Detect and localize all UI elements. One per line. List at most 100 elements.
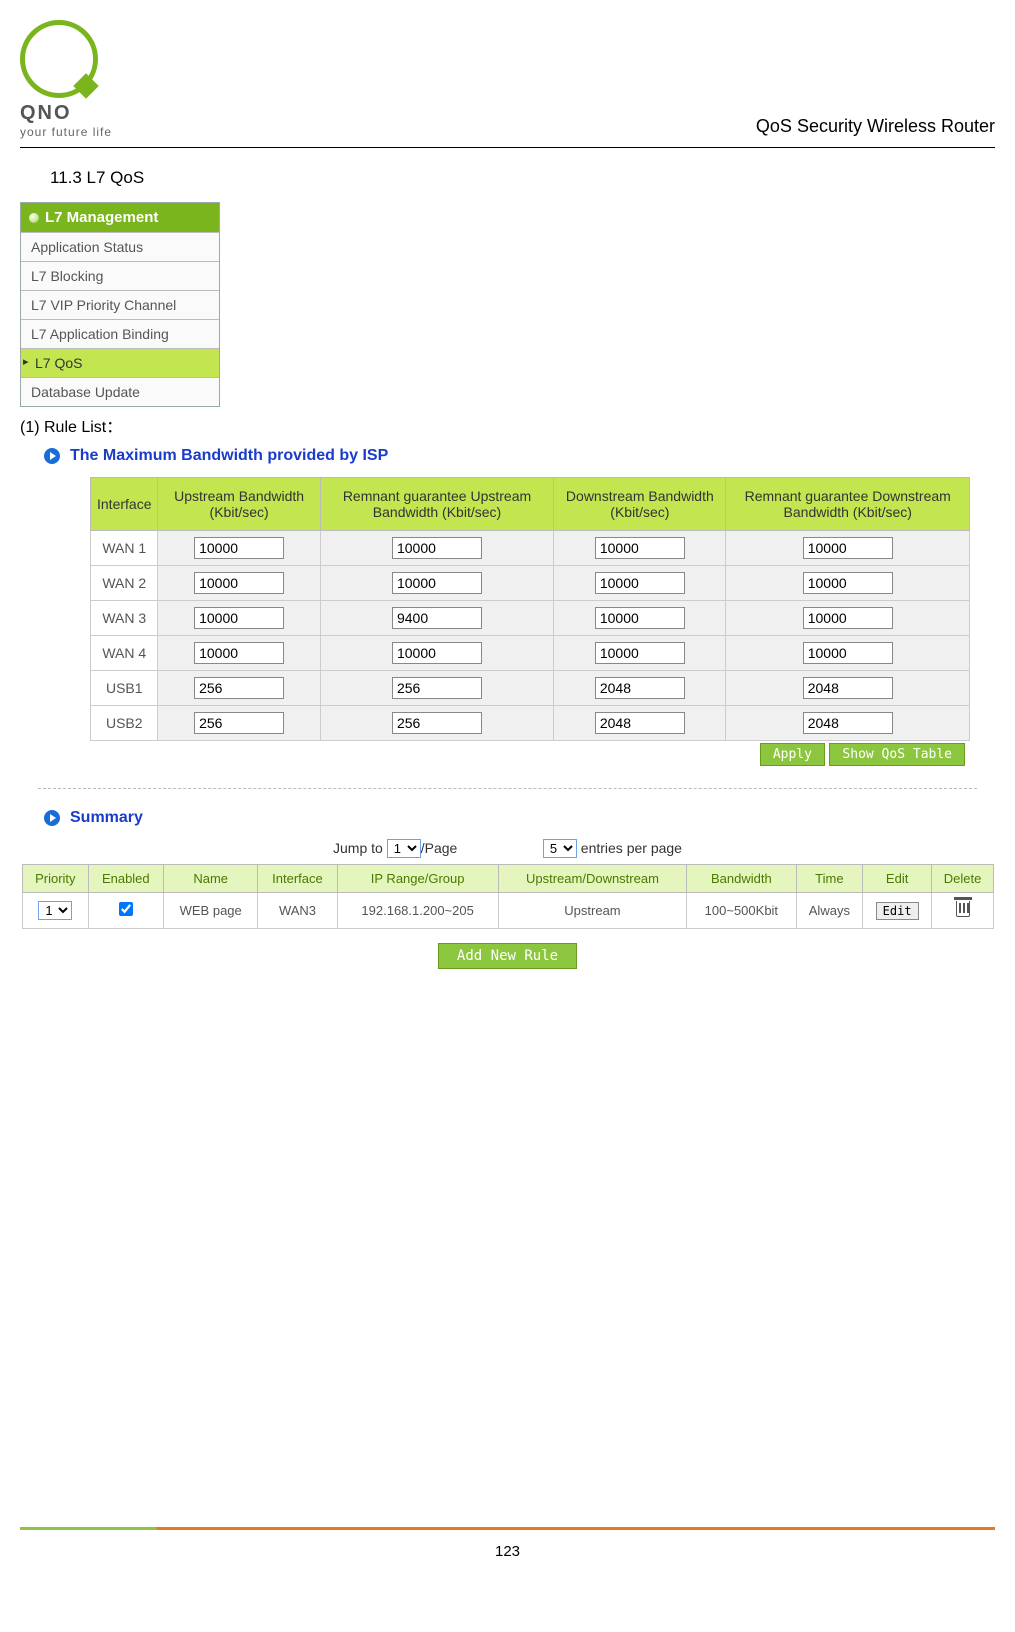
table-header: IP Range/Group xyxy=(337,865,498,893)
divider xyxy=(38,788,977,789)
cell-value xyxy=(320,706,554,741)
entries-label: entries per page xyxy=(581,840,682,856)
cell-value xyxy=(158,671,320,706)
table-header: Interface xyxy=(91,478,158,531)
add-rule-button[interactable]: Add New Rule xyxy=(438,943,577,969)
menu-item[interactable]: Database Update xyxy=(21,377,219,406)
menu-item[interactable]: L7 VIP Priority Channel xyxy=(21,290,219,319)
bandwidth-input[interactable] xyxy=(194,607,284,629)
logo-subtitle: your future life xyxy=(20,125,112,139)
bandwidth-input[interactable] xyxy=(803,712,893,734)
logo-text: QNO xyxy=(20,102,72,125)
bandwidth-input[interactable] xyxy=(803,607,893,629)
menu-bullet-icon xyxy=(29,213,39,223)
arrow-icon xyxy=(44,810,60,826)
menu-item[interactable]: L7 QoS xyxy=(21,348,219,377)
menu-item[interactable]: L7 Application Binding xyxy=(21,319,219,348)
logo: QNO your future life xyxy=(20,20,112,139)
delete-icon[interactable] xyxy=(956,901,970,917)
cell-time: Always xyxy=(796,893,863,929)
cell-value xyxy=(554,531,726,566)
panel-summary-title-row: Summary xyxy=(44,809,995,827)
jump-page-select[interactable]: 1 xyxy=(387,839,421,858)
cell-interface: WAN3 xyxy=(258,893,337,929)
table-header: Enabled xyxy=(88,865,163,893)
menu-item[interactable]: L7 Blocking xyxy=(21,261,219,290)
table-header: Upstream/Downstream xyxy=(498,865,686,893)
cell-value xyxy=(554,706,726,741)
bandwidth-input[interactable] xyxy=(595,572,685,594)
panel-summary-title: Summary xyxy=(70,809,143,827)
menu-item[interactable]: Application Status xyxy=(21,232,219,261)
entries-select[interactable]: 5 xyxy=(543,839,577,858)
jump-label-pre: Jump to xyxy=(333,840,383,856)
bandwidth-input[interactable] xyxy=(194,642,284,664)
table-header: Remnant guarantee Downstream Bandwidth (… xyxy=(726,478,970,531)
bandwidth-input[interactable] xyxy=(194,537,284,559)
cell-value xyxy=(726,531,970,566)
table-row: USB1 xyxy=(91,671,970,706)
cell-value xyxy=(554,671,726,706)
bandwidth-table: InterfaceUpstream Bandwidth (Kbit/sec)Re… xyxy=(90,477,970,741)
bandwidth-input[interactable] xyxy=(392,712,482,734)
cell-value xyxy=(158,601,320,636)
cell-value xyxy=(320,531,554,566)
panel-isp-title-row: The Maximum Bandwidth provided by ISP xyxy=(44,447,995,465)
table-row: WAN 1 xyxy=(91,531,970,566)
cell-value xyxy=(158,566,320,601)
bandwidth-input[interactable] xyxy=(803,642,893,664)
bandwidth-input[interactable] xyxy=(803,572,893,594)
table-header: Upstream Bandwidth (Kbit/sec) xyxy=(158,478,320,531)
section-heading: 11.3 L7 QoS xyxy=(50,168,995,188)
table-header: Delete xyxy=(932,865,994,893)
cell-interface: WAN 3 xyxy=(91,601,158,636)
bandwidth-input[interactable] xyxy=(595,607,685,629)
show-qos-button[interactable]: Show QoS Table xyxy=(829,743,965,766)
cell-value xyxy=(554,566,726,601)
cell-ip-range: 192.168.1.200~205 xyxy=(337,893,498,929)
jump-label-post: /Page xyxy=(421,840,458,856)
bandwidth-input[interactable] xyxy=(392,572,482,594)
document-title: QoS Security Wireless Router xyxy=(756,116,995,137)
apply-button[interactable]: Apply xyxy=(760,743,825,766)
cell-value xyxy=(320,671,554,706)
cell-value xyxy=(726,601,970,636)
bandwidth-input[interactable] xyxy=(803,537,893,559)
bandwidth-input[interactable] xyxy=(595,712,685,734)
arrow-icon xyxy=(44,448,60,464)
edit-button[interactable]: Edit xyxy=(876,902,919,920)
rule-list-label: (1) Rule List： xyxy=(20,413,995,437)
cell-value xyxy=(158,636,320,671)
cell-interface: USB2 xyxy=(91,706,158,741)
table-header: Remnant guarantee Upstream Bandwidth (Kb… xyxy=(320,478,554,531)
bandwidth-input[interactable] xyxy=(194,677,284,699)
bandwidth-input[interactable] xyxy=(595,537,685,559)
cell-value xyxy=(320,601,554,636)
bandwidth-input[interactable] xyxy=(392,642,482,664)
l7-menu: L7 Management Application StatusL7 Block… xyxy=(20,202,220,407)
bandwidth-input[interactable] xyxy=(595,642,685,664)
table-header: Priority xyxy=(23,865,89,893)
table-header: Interface xyxy=(258,865,337,893)
cell-value xyxy=(158,531,320,566)
priority-select[interactable]: 1 xyxy=(38,901,72,920)
bandwidth-input[interactable] xyxy=(803,677,893,699)
panel-isp-title: The Maximum Bandwidth provided by ISP xyxy=(70,447,388,465)
table-header: Time xyxy=(796,865,863,893)
cell-value xyxy=(726,706,970,741)
cell-value xyxy=(158,706,320,741)
bandwidth-input[interactable] xyxy=(595,677,685,699)
cell-value xyxy=(320,636,554,671)
bandwidth-input[interactable] xyxy=(392,607,482,629)
table-header: Downstream Bandwidth (Kbit/sec) xyxy=(554,478,726,531)
bandwidth-input[interactable] xyxy=(194,712,284,734)
footer-rule xyxy=(20,1527,995,1530)
logo-icon xyxy=(20,20,98,98)
bandwidth-input[interactable] xyxy=(392,677,482,699)
enabled-checkbox[interactable] xyxy=(119,902,133,916)
bandwidth-input[interactable] xyxy=(392,537,482,559)
cell-direction: Upstream xyxy=(498,893,686,929)
bandwidth-input[interactable] xyxy=(194,572,284,594)
page-number: 123 xyxy=(0,1543,1015,1560)
summary-table: PriorityEnabledNameInterfaceIP Range/Gro… xyxy=(22,864,994,929)
